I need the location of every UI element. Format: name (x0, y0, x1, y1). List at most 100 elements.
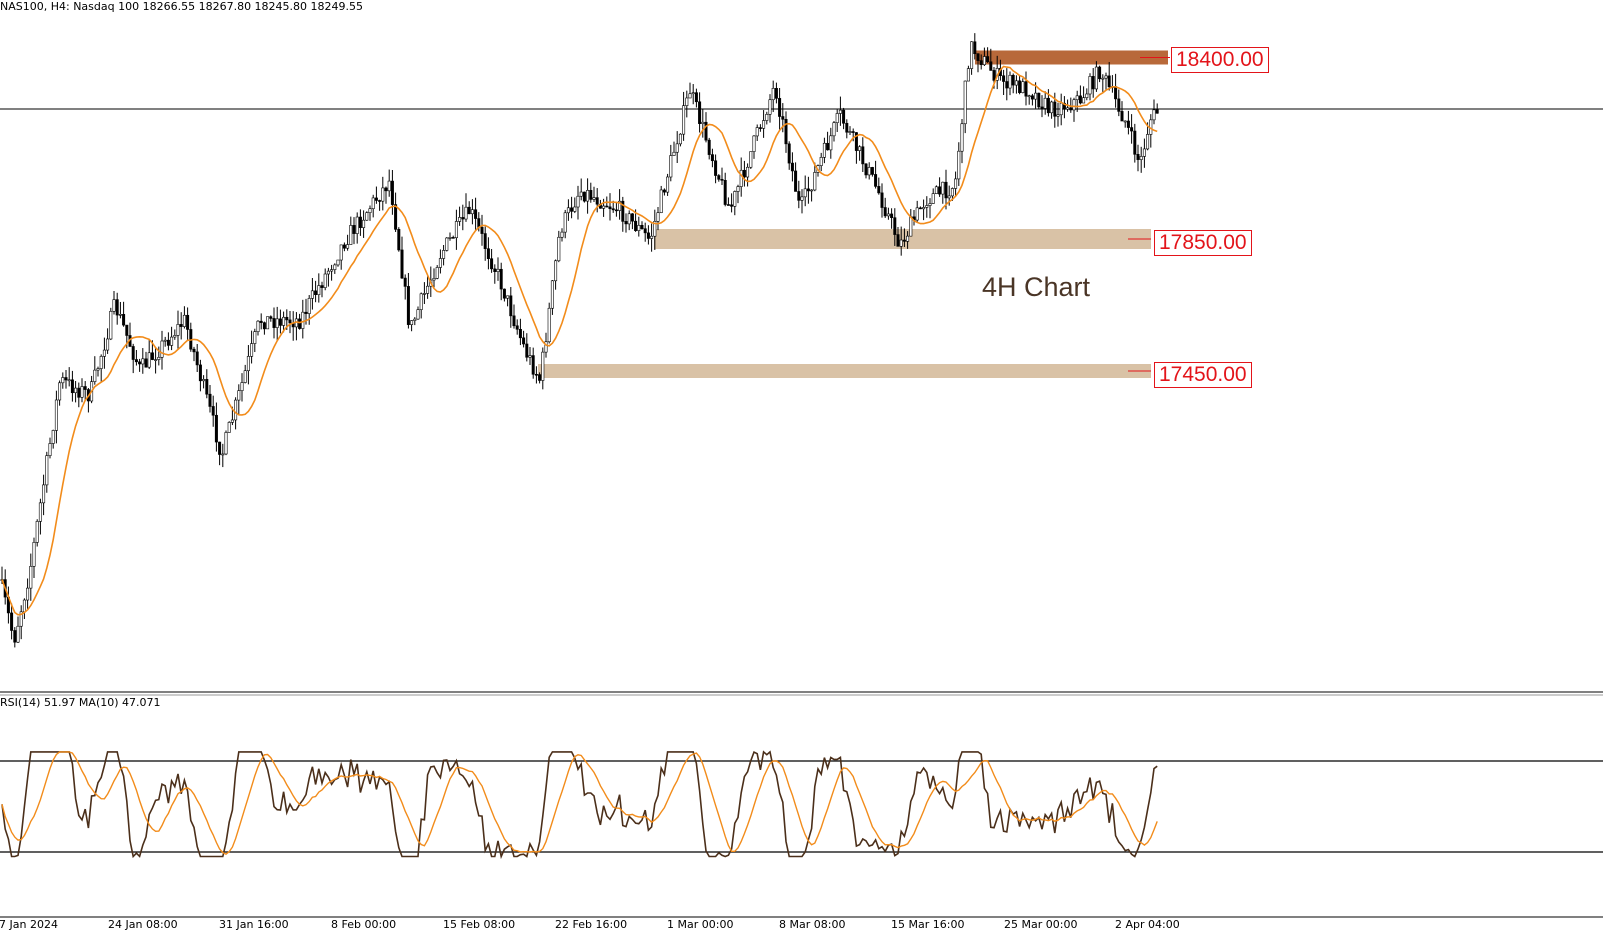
candle-body (682, 105, 686, 135)
candle-body (922, 207, 926, 210)
candle-body (118, 314, 122, 316)
candle-body (426, 285, 430, 294)
candle-body (154, 359, 158, 361)
candle-body (534, 373, 538, 376)
candle-body (602, 205, 606, 209)
candle-body (694, 92, 698, 103)
candle-body (1082, 97, 1086, 104)
level-zones (538, 50, 1168, 378)
candle-body (166, 339, 170, 346)
candle-body (1059, 102, 1063, 116)
candle-body (765, 114, 769, 121)
candle-body (704, 121, 708, 141)
candle-body (10, 612, 14, 631)
symbol-header: NAS100, H4: Nasdaq 100 18266.55 18267.80… (0, 0, 364, 13)
candle-body (870, 167, 874, 175)
candle-body (573, 206, 577, 212)
candle-body (1139, 156, 1143, 160)
candle-body (634, 220, 638, 231)
candle-body (406, 286, 410, 325)
candle-body (467, 206, 471, 215)
candle-body (698, 101, 702, 124)
candle-body (93, 369, 97, 382)
candle-body (51, 430, 55, 444)
candle-body (1142, 148, 1146, 157)
candle-body (211, 406, 215, 416)
candle-body (198, 364, 202, 382)
candle-body (266, 316, 270, 330)
candle-body (979, 60, 983, 66)
candle-body (451, 237, 455, 239)
candle-body (810, 189, 814, 192)
candle-body (976, 53, 980, 61)
candle-body (1104, 75, 1108, 79)
candle-body (928, 203, 932, 206)
candle-body (470, 209, 474, 215)
candle-body (778, 98, 782, 117)
candle-body (624, 221, 628, 225)
candle-body (35, 521, 39, 543)
candle-body (486, 248, 490, 259)
candle-body (358, 216, 362, 228)
candle-body (304, 311, 308, 314)
candle-body (22, 599, 26, 613)
candle-body (707, 139, 711, 155)
candle-body (557, 236, 561, 262)
candle-body (106, 338, 110, 351)
candle-body (544, 341, 548, 353)
candle-body (563, 212, 567, 233)
candle-body (736, 186, 740, 192)
candle-body (864, 163, 868, 176)
candle-body (854, 132, 858, 151)
candle-body (1021, 81, 1025, 93)
candle-body (659, 189, 663, 213)
candle-body (195, 351, 199, 366)
candle-body (147, 352, 151, 368)
candle-body (982, 56, 986, 66)
candle-body (131, 346, 135, 360)
candle-body (835, 113, 839, 123)
candle-body (214, 414, 218, 443)
candle-body (1040, 106, 1044, 109)
candle-body (954, 178, 958, 189)
candle-body (224, 432, 228, 455)
candle-body (262, 322, 266, 330)
candle-body (125, 324, 129, 336)
rsi-line (1, 750, 1158, 860)
candle-body (506, 295, 510, 299)
candle-body (746, 166, 750, 178)
chart-annotation: 4H Chart (982, 272, 1091, 302)
candle-body (752, 135, 756, 152)
candle-body (1107, 75, 1111, 88)
candle-body (278, 318, 282, 326)
candle-body (781, 116, 785, 120)
candle-body (74, 387, 78, 394)
candle-body (813, 172, 817, 191)
candle-body (762, 120, 766, 129)
candle-body (1098, 66, 1102, 80)
candle-body (339, 244, 343, 261)
candle-body (538, 374, 542, 381)
candle-body (1037, 92, 1041, 108)
candle-body (1072, 99, 1076, 111)
candle-body (109, 311, 113, 340)
time-tick: 1 Mar 00:00 (667, 918, 734, 931)
candle-body (1130, 127, 1134, 132)
candle-body (502, 288, 506, 299)
candle-body (627, 213, 631, 225)
candle-body (518, 328, 522, 339)
candle-body (938, 186, 942, 195)
candle-body (352, 225, 356, 234)
candle-body (1146, 134, 1150, 150)
candle-body (1126, 120, 1130, 128)
candle-body (1066, 107, 1070, 110)
candle-body (576, 195, 580, 208)
candle-body (771, 88, 775, 101)
level-label-18400: 18400.00 (1171, 47, 1269, 73)
candle-body (480, 226, 484, 234)
level-label-17450: 17450.00 (1154, 362, 1252, 388)
candle-body (179, 324, 183, 327)
candle-body (858, 146, 862, 151)
candle-body (362, 219, 366, 228)
